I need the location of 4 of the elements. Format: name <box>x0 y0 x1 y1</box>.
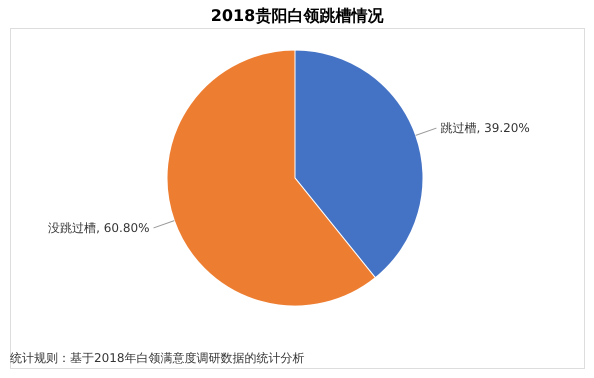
chart-title: 2018贵阳白领跳槽情况 <box>210 6 384 25</box>
slice-label: 没跳过槽, 60.80% <box>48 220 150 235</box>
text: 统计规则：基于2018年白领满意度调研数据的统计分析 <box>10 351 305 365</box>
slice-label: 跳过槽, 39.20% <box>440 121 530 136</box>
